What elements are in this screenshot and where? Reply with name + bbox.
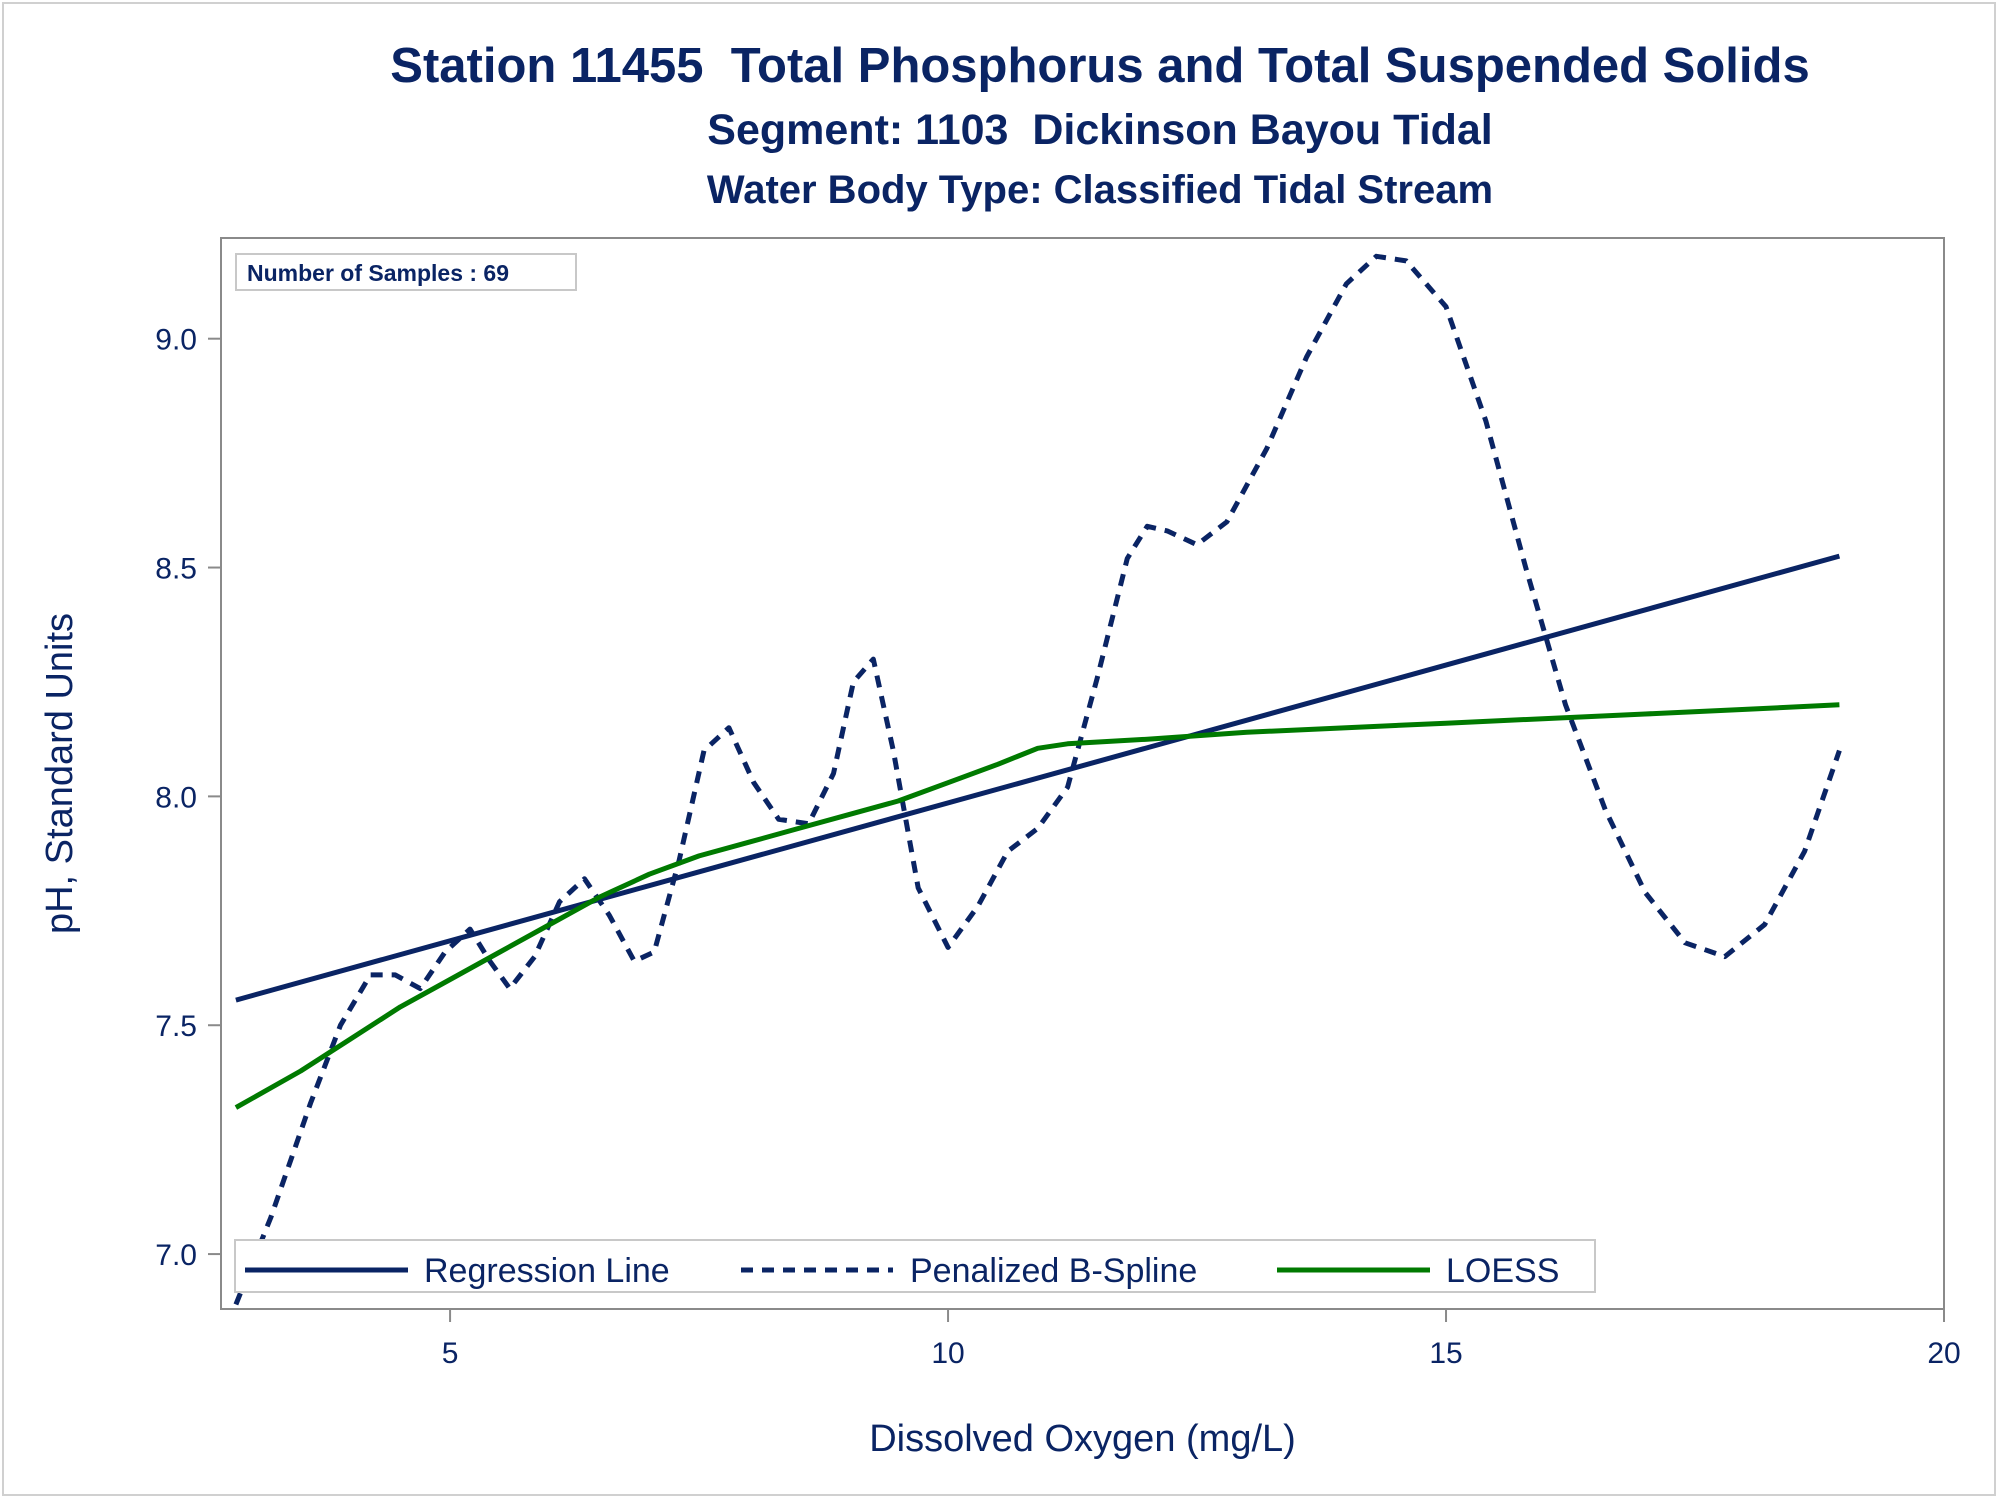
x-tick-label: 5 bbox=[442, 1337, 459, 1370]
y-tick-label: 7.5 bbox=[155, 1010, 197, 1043]
series-line-loess bbox=[234, 702, 1840, 1110]
legend-label: Regression Line bbox=[424, 1252, 670, 1290]
legend-box bbox=[234, 1239, 1596, 1293]
y-tick-label: 8.0 bbox=[155, 781, 197, 814]
chart-title: Station 11455 Total Phosphorus and Total… bbox=[390, 39, 1810, 93]
series-line-penalized-b-spline bbox=[233, 253, 1842, 1306]
plot-area bbox=[220, 237, 1945, 1310]
y-axis-label: pH, Standard Units bbox=[39, 613, 81, 934]
legend-label: LOESS bbox=[1446, 1252, 1559, 1290]
series-line-regression-line bbox=[235, 553, 1841, 1003]
series-layer bbox=[233, 253, 1842, 1306]
y-tick-label: 9.0 bbox=[155, 324, 197, 357]
chart-subtitle-2: Water Body Type: Classified Tidal Stream bbox=[706, 168, 1494, 212]
chart-subtitle: Segment: 1103 Dickinson Bayou Tidal bbox=[707, 106, 1493, 154]
axes: 5 10 15 20 7.0 7.5 8.0 8.5 9.0 bbox=[155, 324, 1960, 1370]
sample-count-border bbox=[235, 253, 577, 291]
sample-count-box: Number of Samples : 69 bbox=[235, 253, 577, 291]
x-tick-label: 20 bbox=[1927, 1337, 1960, 1370]
legend-label: Penalized B-Spline bbox=[910, 1252, 1197, 1290]
x-tick-label: 15 bbox=[1429, 1337, 1462, 1370]
x-axis-label: Dissolved Oxygen (mg/L) bbox=[869, 1418, 1296, 1460]
x-tick-label: 10 bbox=[931, 1337, 964, 1370]
y-tick-label: 8.5 bbox=[155, 553, 197, 586]
sample-count-label: Number of Samples : 69 bbox=[247, 260, 509, 286]
legend: Regression Line Penalized B-Spline LOESS bbox=[234, 1239, 1596, 1293]
y-tick-label: 7.0 bbox=[155, 1239, 197, 1272]
